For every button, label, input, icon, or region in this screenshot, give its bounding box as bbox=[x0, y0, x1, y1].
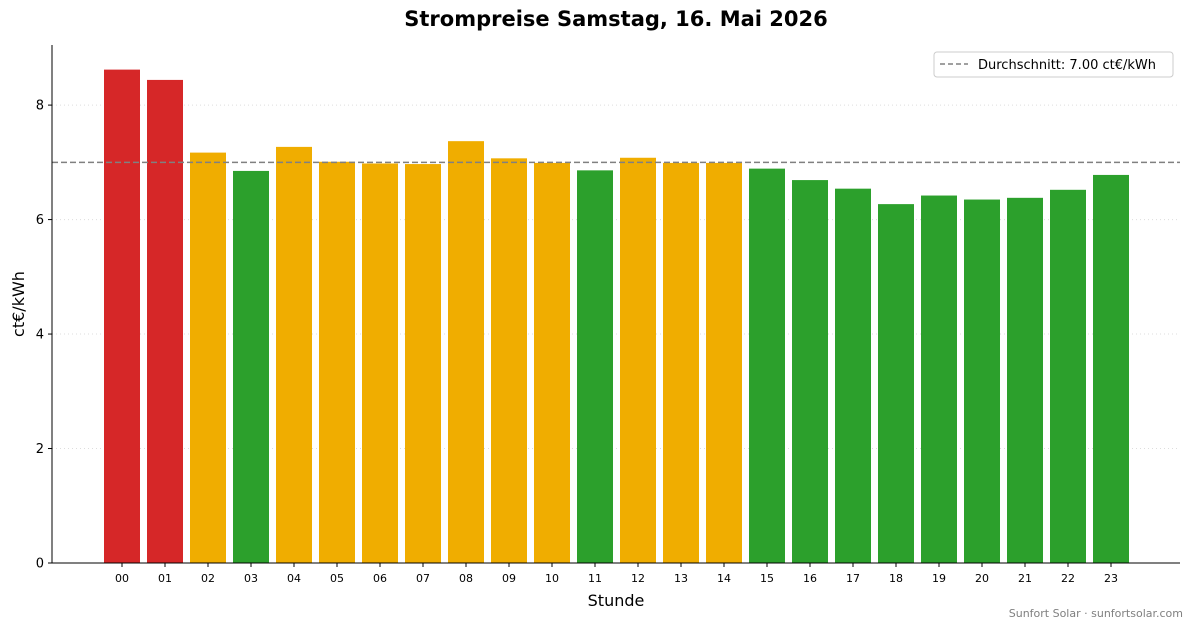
credit-text: Sunfort Solar · sunfortsolar.com bbox=[1009, 607, 1183, 620]
bar-12 bbox=[620, 157, 656, 564]
chart-title: Strompreise Samstag, 16. Mai 2026 bbox=[404, 7, 827, 31]
x-tick-label: 04 bbox=[287, 572, 301, 585]
x-tick-label: 17 bbox=[846, 572, 860, 585]
axes bbox=[51, 45, 1180, 564]
legend-box bbox=[933, 51, 1174, 78]
bar-16 bbox=[792, 180, 828, 563]
x-tick-label: 10 bbox=[545, 572, 559, 585]
x-tick-label: 20 bbox=[975, 572, 989, 585]
bar-23 bbox=[1093, 174, 1129, 564]
bar-15 bbox=[749, 168, 785, 563]
bar-19 bbox=[921, 195, 957, 564]
bar-10 bbox=[534, 162, 570, 563]
x-tick-label: 11 bbox=[588, 572, 602, 585]
x-tick-label: 22 bbox=[1061, 572, 1075, 585]
y-tick-label: 0 bbox=[36, 557, 44, 572]
x-tick-label: 14 bbox=[717, 572, 731, 585]
bar-03 bbox=[233, 170, 269, 563]
x-tick-label: 05 bbox=[330, 572, 344, 585]
bar-14 bbox=[706, 162, 742, 563]
x-axis-label: Stunde bbox=[588, 591, 645, 610]
bar-00 bbox=[104, 69, 140, 563]
bar-18 bbox=[878, 204, 914, 564]
bars bbox=[104, 69, 1129, 564]
x-tick-label: 08 bbox=[459, 572, 473, 585]
bar-01 bbox=[147, 79, 183, 563]
x-tick-label: 00 bbox=[115, 572, 129, 585]
bar-13 bbox=[663, 162, 699, 563]
bar-07 bbox=[405, 164, 441, 563]
x-tick-label: 18 bbox=[889, 572, 903, 585]
x-tick-label: 03 bbox=[244, 572, 258, 585]
bar-02 bbox=[190, 152, 226, 563]
bar-04 bbox=[276, 146, 312, 563]
y-tick-label: 4 bbox=[36, 328, 44, 343]
legend-label: Durchschnitt: 7.00 ct€/kWh bbox=[978, 58, 1156, 73]
y-axis-label: ct€/kWh bbox=[9, 271, 28, 337]
x-tick-label: 13 bbox=[674, 572, 688, 585]
bar-11 bbox=[577, 170, 613, 563]
bar-22 bbox=[1050, 189, 1086, 564]
x-tick-label: 23 bbox=[1104, 572, 1118, 585]
x-tick-label: 06 bbox=[373, 572, 387, 585]
y-ticks: 0 2 4 6 8 bbox=[36, 99, 52, 572]
x-tick-label: 21 bbox=[1018, 572, 1032, 585]
y-tick-label: 8 bbox=[36, 99, 44, 114]
x-tick-label: 07 bbox=[416, 572, 430, 585]
bar-06 bbox=[362, 163, 398, 564]
x-tick-label: 09 bbox=[502, 572, 516, 585]
bar-20 bbox=[964, 199, 1000, 563]
x-tick-label: 16 bbox=[803, 572, 817, 585]
bar-09 bbox=[491, 158, 527, 563]
y-tick-label: 2 bbox=[36, 442, 44, 457]
x-tick-label: 02 bbox=[201, 572, 215, 585]
x-ticks: 00 01 02 03 04 05 06 07 08 09 10 11 12 13 14 15 16 17 18 19… bbox=[115, 563, 1118, 585]
bar-17 bbox=[835, 188, 871, 563]
y-tick-label: 6 bbox=[36, 213, 44, 228]
bar-21 bbox=[1007, 197, 1043, 563]
x-tick-label: 15 bbox=[760, 572, 774, 585]
bar-05 bbox=[319, 161, 355, 563]
x-tick-label: 12 bbox=[631, 572, 645, 585]
x-tick-label: 01 bbox=[158, 572, 172, 585]
bar-08 bbox=[448, 141, 484, 563]
legend: Durchschnitt: 7.00 ct€/kWh bbox=[933, 51, 1174, 78]
x-tick-label: 19 bbox=[932, 572, 946, 585]
